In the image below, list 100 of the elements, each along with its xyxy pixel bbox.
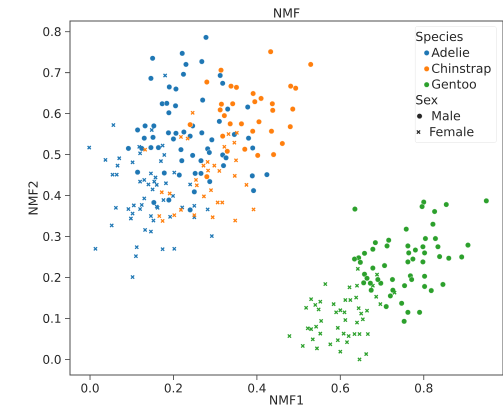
point bbox=[142, 178, 147, 182]
point bbox=[408, 276, 415, 282]
point bbox=[430, 221, 436, 228]
point bbox=[374, 272, 380, 277]
point bbox=[428, 288, 434, 294]
point bbox=[354, 283, 360, 288]
point bbox=[386, 237, 392, 244]
point bbox=[352, 206, 358, 212]
point bbox=[357, 259, 364, 266]
point bbox=[154, 182, 160, 188]
point bbox=[483, 198, 490, 204]
y-tick-label: 0.3 bbox=[43, 232, 61, 242]
point bbox=[288, 83, 294, 90]
point bbox=[378, 302, 383, 306]
point bbox=[202, 194, 206, 199]
point bbox=[212, 163, 217, 168]
annotation: Sex bbox=[416, 95, 438, 104]
point bbox=[336, 338, 340, 342]
point bbox=[465, 242, 471, 248]
point bbox=[148, 171, 154, 176]
point bbox=[406, 250, 412, 256]
point bbox=[157, 214, 162, 218]
legend-label: Chinstrap bbox=[432, 63, 491, 76]
point bbox=[160, 218, 165, 224]
point bbox=[300, 344, 306, 348]
point bbox=[160, 246, 165, 252]
point bbox=[204, 174, 210, 180]
point bbox=[172, 170, 177, 175]
point bbox=[142, 196, 147, 201]
y-tick-label: 0.0 bbox=[43, 354, 61, 364]
point bbox=[304, 306, 308, 310]
point bbox=[360, 317, 366, 322]
point bbox=[258, 96, 264, 102]
point bbox=[160, 190, 164, 195]
point bbox=[139, 202, 144, 208]
point bbox=[362, 271, 368, 278]
point bbox=[347, 285, 352, 290]
point bbox=[416, 309, 422, 316]
point bbox=[458, 254, 465, 260]
point bbox=[420, 244, 426, 250]
point bbox=[323, 282, 328, 286]
point bbox=[114, 172, 119, 177]
point bbox=[226, 132, 231, 136]
point bbox=[270, 152, 276, 158]
legend-label: Adelie bbox=[431, 47, 470, 58]
point bbox=[318, 318, 324, 324]
x-tick-label: 0.6 bbox=[332, 384, 350, 393]
point bbox=[338, 349, 343, 354]
point bbox=[254, 152, 261, 158]
y-tick-label: 0.4 bbox=[43, 191, 61, 200]
x-axis-title: NMF1 bbox=[270, 395, 303, 404]
point bbox=[218, 101, 224, 108]
point bbox=[336, 326, 340, 330]
point bbox=[142, 147, 148, 152]
point bbox=[232, 218, 238, 223]
point bbox=[172, 246, 177, 252]
point bbox=[308, 62, 314, 68]
point bbox=[204, 79, 210, 85]
point bbox=[368, 287, 374, 294]
point bbox=[370, 246, 376, 252]
legend-label: Gentoo bbox=[432, 79, 476, 89]
point bbox=[167, 191, 172, 196]
point bbox=[290, 106, 296, 112]
point bbox=[205, 160, 210, 164]
point bbox=[250, 128, 256, 134]
point bbox=[422, 273, 428, 280]
point bbox=[252, 98, 258, 105]
point bbox=[270, 107, 276, 114]
point bbox=[314, 346, 320, 351]
y-tick-label: 0.2 bbox=[43, 272, 60, 282]
point bbox=[227, 120, 234, 127]
point bbox=[244, 182, 249, 188]
point bbox=[352, 256, 358, 262]
point bbox=[435, 244, 441, 250]
point bbox=[366, 332, 370, 336]
point bbox=[422, 284, 428, 290]
point bbox=[232, 140, 237, 145]
point bbox=[194, 183, 200, 188]
point bbox=[138, 206, 142, 212]
point bbox=[357, 357, 362, 362]
point bbox=[210, 234, 214, 238]
point bbox=[306, 326, 310, 331]
point bbox=[364, 275, 370, 282]
point bbox=[136, 144, 142, 150]
annotation: Male bbox=[432, 110, 460, 120]
point bbox=[162, 152, 167, 158]
point bbox=[354, 295, 358, 300]
point bbox=[178, 208, 184, 212]
point bbox=[342, 310, 347, 315]
point bbox=[93, 246, 98, 252]
point bbox=[130, 211, 135, 216]
point bbox=[367, 280, 374, 286]
point bbox=[222, 144, 227, 150]
point bbox=[251, 207, 256, 212]
point bbox=[238, 120, 244, 127]
point bbox=[382, 262, 388, 268]
point bbox=[218, 67, 224, 74]
point bbox=[232, 174, 238, 178]
point bbox=[153, 175, 158, 180]
point bbox=[436, 254, 442, 260]
